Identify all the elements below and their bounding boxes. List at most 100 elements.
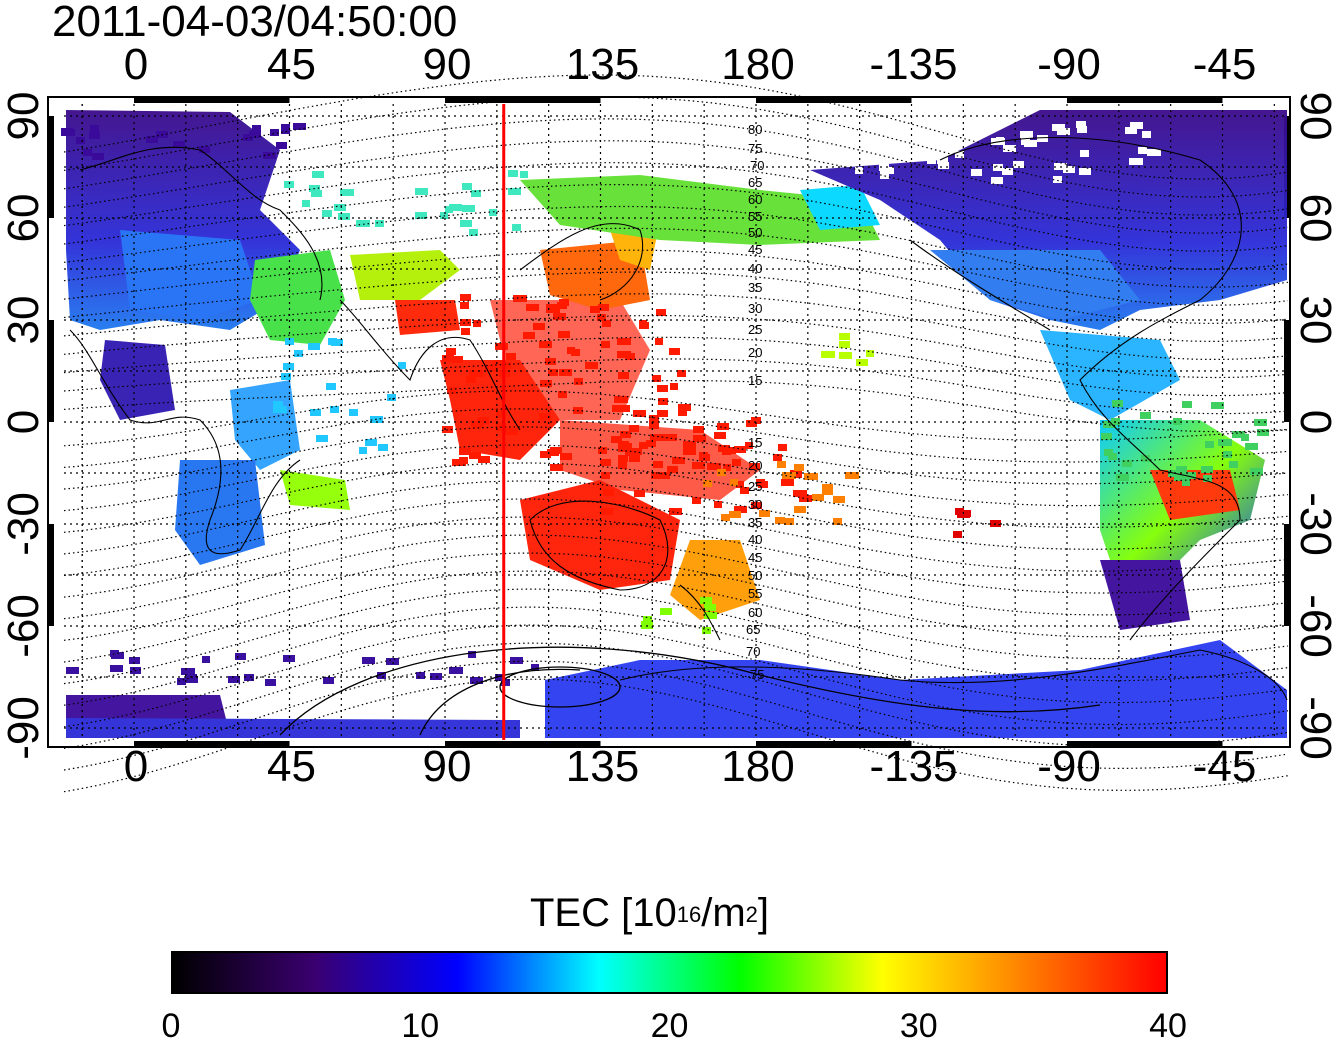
tec-cell	[495, 674, 503, 681]
tec-cell	[508, 188, 521, 195]
tec-cell	[281, 127, 290, 134]
tec-cell	[704, 612, 717, 619]
magnetic-contours	[63, 74, 1289, 793]
tec-cell	[590, 306, 600, 313]
tec-cell	[598, 447, 607, 454]
tec-cell	[1003, 145, 1016, 152]
tec-cell	[338, 213, 350, 220]
colorbar-tick-label: 40	[1149, 1007, 1187, 1045]
tec-cell	[199, 146, 210, 153]
tec-cell	[1201, 466, 1213, 473]
tec-cell	[110, 665, 123, 672]
top-tick-label: -90	[1037, 40, 1101, 89]
tec-cell	[839, 352, 852, 359]
tec-cell	[1020, 131, 1033, 138]
magnetic-contour	[63, 183, 1289, 270]
tec-cell	[1077, 126, 1087, 133]
tec-cell	[639, 322, 649, 329]
tec-cell	[784, 518, 794, 525]
tec-cell	[1205, 441, 1214, 448]
tec-cell	[756, 479, 765, 486]
lat-lon-grid	[64, 104, 1288, 740]
tec-cell	[462, 183, 472, 190]
axis-bar-segment	[48, 116, 54, 218]
tec-cell	[1053, 176, 1062, 183]
tec-cell	[477, 417, 489, 424]
contour-label: 20	[748, 345, 763, 360]
magnetic-contour	[63, 426, 1289, 490]
tec-cell	[378, 444, 388, 451]
tec-cell	[559, 369, 572, 376]
tec-cell	[1138, 147, 1147, 154]
tec-cell	[265, 679, 276, 686]
magnetic-contour	[63, 516, 1289, 598]
tec-cell	[177, 678, 186, 685]
axis-bar-segment	[756, 97, 912, 103]
contour-label: 55	[748, 586, 763, 601]
tec-cell	[993, 164, 1003, 171]
tec-cell	[699, 454, 710, 461]
tec-cell	[880, 172, 889, 179]
magnetic-contour	[63, 96, 1289, 198]
magnetic-contour	[63, 118, 1289, 216]
tec-cell	[683, 441, 696, 448]
tec-cell	[546, 304, 560, 311]
tec-cell	[991, 177, 1003, 184]
tec-cell	[365, 439, 377, 446]
tec-cell	[619, 405, 630, 412]
tec-cell	[1112, 400, 1123, 407]
tec-cell	[459, 448, 471, 455]
axis-bar-segment	[134, 97, 290, 103]
tec-cell	[611, 436, 622, 443]
magnetic-contour	[63, 162, 1289, 252]
tec-cell	[1182, 472, 1196, 479]
right-tick-label: -60	[1291, 594, 1340, 658]
tec-cell	[284, 181, 294, 188]
tec-cell	[623, 443, 632, 450]
tec-cell	[533, 323, 545, 330]
tec-cell	[294, 350, 303, 357]
tec-cell	[730, 511, 741, 518]
axis-bar-segment	[1284, 320, 1290, 422]
magnetic-contour	[63, 642, 1289, 749]
bottom-tick-label: 180	[721, 742, 795, 791]
right-tick-label: -30	[1291, 492, 1340, 556]
tec-cell	[1254, 419, 1267, 426]
tec-cell	[308, 343, 320, 350]
left-tick-label: -60	[0, 594, 48, 658]
tec-cell	[734, 446, 746, 453]
tec-cell	[460, 302, 469, 309]
tec-cell	[880, 167, 894, 174]
tec-cell	[1080, 150, 1089, 157]
contour-label: 80	[748, 122, 763, 137]
axis-bar-segment	[756, 741, 912, 747]
tec-cell	[252, 125, 261, 132]
tec-cell	[938, 162, 949, 169]
tec-cell	[822, 484, 833, 491]
axis-bar-segment	[134, 741, 290, 747]
tec-cell	[510, 657, 523, 664]
tec-cell	[745, 442, 753, 449]
tec-cell	[322, 210, 332, 217]
tec-cell	[773, 454, 782, 461]
magnetic-contour	[63, 660, 1289, 771]
tec-cell	[751, 502, 762, 509]
tec-cell	[1021, 138, 1030, 145]
contour-label: 50	[748, 568, 763, 583]
tec-cell	[181, 668, 195, 675]
contour-label: 30	[748, 497, 763, 512]
tec-cell	[377, 672, 386, 679]
tec-cell	[545, 358, 556, 365]
tec-cell	[858, 133, 868, 140]
tec-cell	[334, 204, 346, 211]
tec-cell	[293, 123, 306, 130]
tec-cell	[283, 655, 295, 662]
tec-cell	[66, 667, 79, 674]
tec-cell	[677, 370, 686, 377]
contour-label: 20	[748, 458, 763, 473]
contour-label: 40	[748, 532, 763, 547]
bottom-tick-label: -90	[1037, 742, 1101, 791]
tec-cell	[523, 332, 535, 339]
contour-label: 55	[748, 209, 763, 224]
tec-cell	[721, 514, 730, 521]
